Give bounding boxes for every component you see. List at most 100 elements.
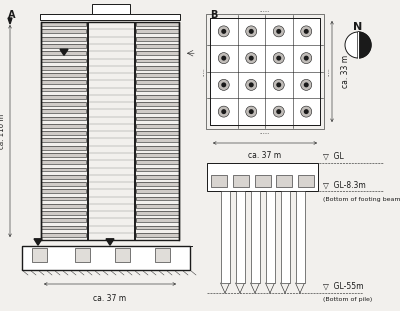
Bar — [136, 95, 179, 99]
Bar — [136, 160, 179, 164]
Bar — [41, 88, 86, 91]
Bar — [136, 138, 179, 142]
Bar — [136, 88, 179, 91]
Bar — [136, 226, 179, 230]
Bar — [41, 44, 86, 48]
Bar — [207, 163, 318, 191]
Bar — [41, 160, 86, 164]
Bar — [298, 175, 314, 187]
Bar — [41, 109, 86, 113]
Polygon shape — [60, 49, 68, 55]
Bar — [136, 218, 179, 222]
Circle shape — [345, 32, 371, 58]
Text: ca. 33 m: ca. 33 m — [342, 55, 350, 88]
Bar — [41, 211, 86, 215]
Bar — [41, 189, 86, 193]
Bar — [41, 131, 86, 135]
Bar — [136, 204, 179, 208]
Bar — [136, 168, 179, 171]
Circle shape — [218, 26, 229, 37]
Circle shape — [276, 82, 281, 87]
Bar — [41, 131, 86, 135]
Circle shape — [276, 56, 281, 61]
Bar — [136, 211, 179, 215]
Bar — [136, 189, 179, 193]
Circle shape — [301, 79, 312, 91]
Bar — [41, 51, 86, 55]
Bar — [75, 248, 90, 262]
Bar — [136, 95, 179, 99]
Bar — [41, 95, 86, 99]
Bar — [210, 18, 320, 125]
Bar — [136, 109, 179, 113]
Bar — [136, 146, 179, 150]
Bar — [41, 22, 179, 240]
Bar — [41, 124, 86, 128]
Bar — [136, 117, 179, 120]
Bar — [136, 175, 179, 179]
Bar — [41, 66, 86, 70]
Bar — [136, 102, 179, 106]
Bar — [276, 175, 292, 187]
Bar — [41, 30, 86, 33]
Circle shape — [276, 29, 281, 34]
Bar — [136, 197, 179, 200]
Circle shape — [301, 26, 312, 37]
Bar — [41, 197, 86, 200]
Bar — [41, 80, 86, 84]
Bar — [41, 109, 86, 113]
Bar — [41, 168, 86, 171]
Text: (Bottom of footing beam): (Bottom of footing beam) — [323, 197, 400, 202]
Bar — [136, 30, 179, 33]
Bar — [136, 233, 179, 237]
Bar — [136, 22, 179, 26]
Circle shape — [218, 106, 229, 117]
Bar — [41, 37, 86, 40]
Circle shape — [304, 82, 309, 87]
Text: .....: ..... — [325, 67, 330, 76]
Bar — [41, 30, 86, 33]
Circle shape — [276, 109, 281, 114]
Bar — [41, 218, 86, 222]
Circle shape — [273, 106, 284, 117]
Bar — [115, 248, 130, 262]
Bar — [136, 153, 179, 157]
Polygon shape — [106, 239, 114, 245]
Text: ......: ...... — [260, 8, 270, 13]
Bar — [280, 191, 290, 283]
Bar — [136, 37, 179, 40]
Bar — [136, 117, 179, 120]
Bar — [136, 211, 179, 215]
Bar — [136, 168, 179, 171]
Bar — [41, 73, 86, 77]
Text: A: A — [8, 10, 16, 20]
Bar — [136, 138, 179, 142]
Bar — [41, 153, 86, 157]
Circle shape — [301, 106, 312, 117]
Bar — [136, 30, 179, 33]
Text: ca. 110 m: ca. 110 m — [0, 114, 5, 149]
Bar — [41, 211, 86, 215]
Bar — [41, 226, 86, 230]
Text: ▽  GL: ▽ GL — [323, 152, 344, 161]
Circle shape — [249, 29, 254, 34]
Bar — [136, 131, 179, 135]
Bar — [136, 102, 179, 106]
Bar — [136, 109, 179, 113]
Bar — [136, 175, 179, 179]
Bar — [41, 182, 86, 186]
Bar — [136, 189, 179, 193]
Bar — [155, 248, 170, 262]
Circle shape — [246, 79, 257, 91]
Bar — [41, 66, 86, 70]
Bar — [206, 14, 324, 129]
Bar — [22, 246, 190, 270]
Bar — [296, 191, 304, 283]
Bar — [136, 218, 179, 222]
Bar — [220, 191, 230, 283]
Bar — [136, 233, 179, 237]
Circle shape — [249, 82, 254, 87]
Bar — [266, 191, 274, 283]
Circle shape — [304, 109, 309, 114]
Bar — [136, 80, 179, 84]
